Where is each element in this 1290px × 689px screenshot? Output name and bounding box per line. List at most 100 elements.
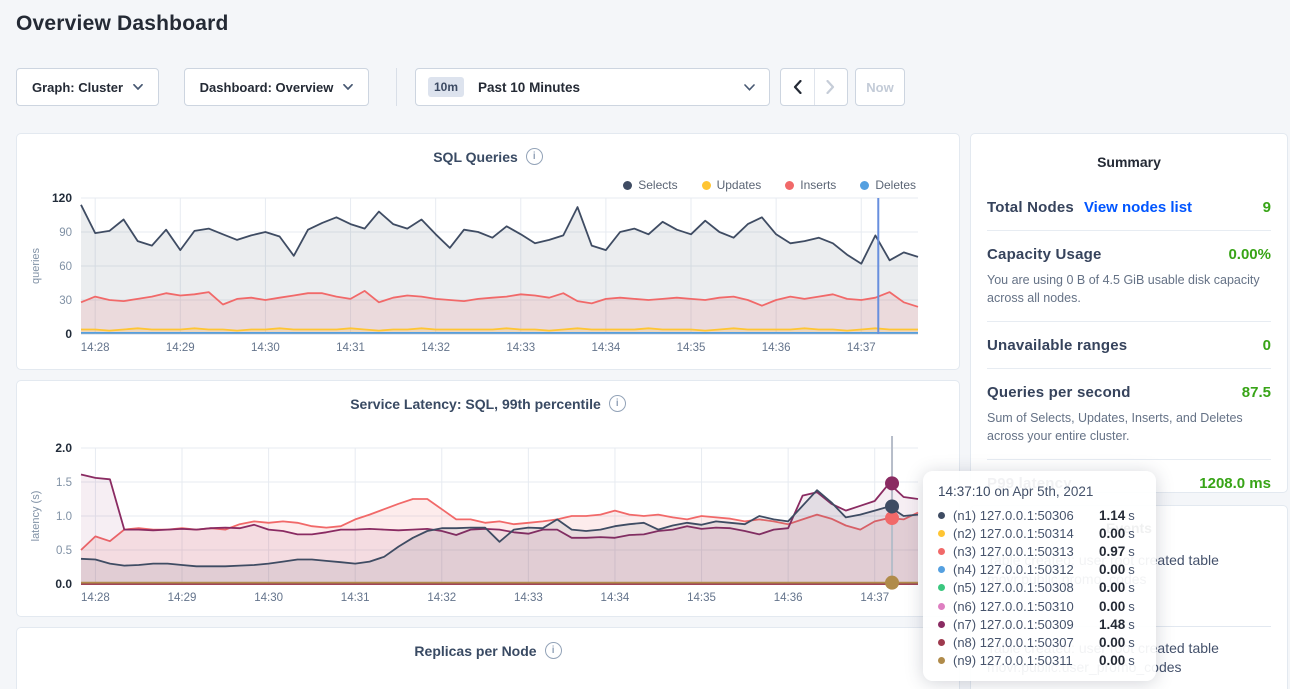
unavailable-ranges-value: 0 <box>1262 337 1271 354</box>
x-axis-tick-label: 14:28 <box>81 592 110 604</box>
series-dot-icon <box>938 638 945 646</box>
summary-row-capacity: Capacity Usage 0.00% You are using 0 B o… <box>987 231 1271 322</box>
legend-dot-icon <box>860 180 870 190</box>
y-axis-tick-label: 1.5 <box>56 477 72 489</box>
hover-data-point <box>885 575 900 590</box>
tooltip-node-unit: s <box>1128 562 1135 578</box>
x-axis-tick-label: 14:35 <box>677 342 706 354</box>
y-axis-tick-label: 120 <box>52 191 72 205</box>
legend-item[interactable]: Selects <box>623 178 678 192</box>
summary-row-total-nodes: Total Nodes View nodes list 9 <box>987 184 1271 231</box>
series-dot-icon <box>938 602 945 610</box>
y-axis-tick-label: 30 <box>59 295 72 307</box>
info-icon[interactable]: i <box>608 395 626 412</box>
replicas-per-node-chart-card: Replicas per Node i <box>16 627 960 689</box>
time-next-button[interactable] <box>813 69 848 105</box>
unavailable-ranges-label: Unavailable ranges <box>987 337 1128 354</box>
y-axis-label: queries <box>30 247 42 284</box>
time-range-dropdown[interactable]: 10m Past 10 Minutes <box>415 68 770 106</box>
total-nodes-label: Total Nodes <box>987 199 1074 216</box>
chart-title-row: Service Latency: SQL, 99th percentile i <box>17 395 959 412</box>
tooltip-node-value: 0.00 <box>1099 562 1126 578</box>
x-axis-tick-label: 14:34 <box>601 592 630 604</box>
tooltip-node-value: 0.00 <box>1099 598 1126 614</box>
graph-dropdown[interactable]: Graph: Cluster <box>16 68 159 106</box>
x-axis-tick-label: 14:29 <box>168 592 197 604</box>
tooltip-node-unit: s <box>1128 507 1135 523</box>
x-axis-tick-label: 14:37 <box>847 342 876 354</box>
chart-canvas: 0.0 0.5 1.0 1.5 2.0 14:28 14:29 14:30 14:31 14:32… <box>30 436 919 604</box>
chevron-down-icon <box>133 84 143 90</box>
y-axis-label: latency (s) <box>30 491 42 542</box>
view-nodes-list-link[interactable]: View nodes list <box>1083 199 1193 216</box>
tooltip-node-address: (n2) 127.0.0.1:50314 <box>953 525 1074 541</box>
y-axis-tick-label: 2.0 <box>55 441 72 455</box>
x-axis-tick-label: 14:33 <box>506 342 535 354</box>
hover-data-point <box>885 476 900 491</box>
tooltip-row: (n4) 127.0.0.1:50312 0.00 s <box>938 561 1141 579</box>
tooltip-node-unit: s <box>1128 580 1135 596</box>
time-prev-button[interactable] <box>781 69 814 105</box>
page-title: Overview Dashboard <box>16 12 229 35</box>
x-axis-tick-label: 14:32 <box>421 342 450 354</box>
tooltip-node-value: 1.14 <box>1099 507 1126 523</box>
legend-item[interactable]: Deletes <box>860 178 916 192</box>
summary-row-unavailable-ranges: Unavailable ranges 0 <box>987 322 1271 369</box>
chart-title-row: SQL Queries i <box>17 148 959 165</box>
tooltip-node-value: 0.00 <box>1099 525 1126 541</box>
chart-title: Service Latency: SQL, 99th percentile <box>350 395 601 412</box>
tooltip-node-address: (n7) 127.0.0.1:50309 <box>953 616 1074 632</box>
x-axis-tick-label: 14:30 <box>251 342 280 354</box>
chart-title: Replicas per Node <box>414 642 537 659</box>
legend-item[interactable]: Inserts <box>785 178 836 192</box>
sql-queries-chart-card: SQL Queries i Selects Updates Inserts Delet… <box>16 133 960 370</box>
tooltip-rows: (n1) 127.0.0.1:50306 1.14 s (n2) 127.0.0.1:… <box>938 506 1141 670</box>
tooltip-node-value: 0.00 <box>1099 634 1126 650</box>
hover-data-point <box>885 499 900 514</box>
p99-latency-value: 1208.0 ms <box>1199 475 1271 492</box>
chevron-left-icon <box>793 80 802 94</box>
x-axis-tick-label: 14:33 <box>514 592 543 604</box>
chevron-down-icon <box>744 83 755 91</box>
legend-item[interactable]: Updates <box>701 178 761 192</box>
tooltip-node-address: (n8) 127.0.0.1:50307 <box>953 634 1074 650</box>
toolbar-divider <box>396 68 397 106</box>
tooltip-row: (n1) 127.0.0.1:50306 1.14 s <box>938 506 1141 524</box>
x-axis-tick-label: 14:31 <box>341 592 370 604</box>
chart-series-line <box>81 327 918 332</box>
tooltip-node-value: 1.48 <box>1099 616 1126 632</box>
info-icon[interactable]: i <box>544 642 562 659</box>
tooltip-row: (n6) 127.0.0.1:50310 0.00 s <box>938 597 1141 615</box>
now-button[interactable]: Now <box>855 68 905 106</box>
tooltip-time: 14:37:10 <box>938 484 991 499</box>
y-axis-tick-label: 90 <box>59 227 72 239</box>
y-axis-tick-label: 0.5 <box>56 545 72 557</box>
chevron-down-icon <box>343 84 354 90</box>
chart-series-line <box>80 498 919 551</box>
legend-dot-icon <box>623 180 633 190</box>
summary-panel: Summary Total Nodes View nodes list 9 Ca… <box>970 133 1288 493</box>
tooltip-row: (n8) 127.0.0.1:50307 0.00 s <box>938 633 1141 651</box>
y-axis-tick-label: 0 <box>65 327 72 341</box>
chart-legend: Selects Updates Inserts Deletes <box>623 178 916 192</box>
chart-series-line <box>80 204 919 265</box>
legend-dot-icon <box>701 180 711 190</box>
y-axis-tick-label: 60 <box>59 261 72 273</box>
x-axis-tick-label: 14:29 <box>166 342 195 354</box>
tooltip-node-unit: s <box>1128 525 1135 541</box>
dashboard-dropdown[interactable]: Dashboard: Overview <box>184 68 369 106</box>
tooltip-row: (n5) 127.0.0.1:50308 0.00 s <box>938 579 1141 597</box>
tooltip-node-address: (n1) 127.0.0.1:50306 <box>953 507 1074 523</box>
x-axis-tick-label: 14:30 <box>254 592 283 604</box>
service-latency-chart-card: Service Latency: SQL, 99th percentile i … <box>16 380 960 617</box>
chevron-right-icon <box>826 80 835 94</box>
series-dot-icon <box>938 584 945 592</box>
series-dot-icon <box>938 657 945 665</box>
qps-label: Queries per second <box>987 384 1131 401</box>
chart-title-row: Replicas per Node i <box>17 642 959 659</box>
series-dot-icon <box>938 511 945 519</box>
info-icon[interactable]: i <box>525 148 543 165</box>
qps-value: 87.5 <box>1241 384 1271 401</box>
time-step-buttons <box>780 68 848 106</box>
series-dot-icon <box>938 620 945 628</box>
